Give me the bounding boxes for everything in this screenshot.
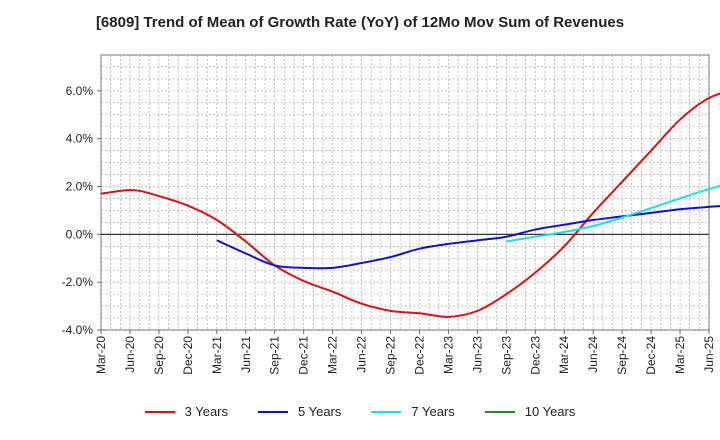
grid-lines: [100, 54, 710, 331]
x-tick-label: Dec-24: [644, 336, 658, 375]
x-tick-label: Dec-20: [181, 336, 195, 375]
x-tick-label: Mar-25: [673, 336, 687, 374]
x-tick-label: Jun-22: [355, 336, 369, 373]
series-lines: [100, 92, 720, 318]
x-tick-label: Dec-23: [528, 336, 542, 375]
x-tick-label: Sep-24: [615, 336, 629, 375]
x-tick-label: Dec-22: [412, 336, 426, 375]
plot-area: [100, 54, 710, 331]
y-tick-label: 6.0%: [66, 84, 94, 98]
legend-label-10-years: 10 Years: [524, 404, 576, 419]
y-tick-label: 4.0%: [66, 132, 94, 146]
legend-item-3-years: 3 Years: [144, 404, 228, 419]
legend-item-7-years: 7 Years: [371, 404, 455, 419]
y-tick-label: -2.0%: [62, 275, 94, 289]
y-tick-label: 2.0%: [66, 180, 94, 194]
x-tick-label: Mar-22: [326, 336, 340, 374]
legend-swatch-5-years: [258, 410, 288, 413]
x-tick-label: Sep-21: [268, 336, 282, 375]
y-axis-ticks: -4.0% -2.0% 0.0% 2.0% 4.0% 6.0%: [62, 84, 101, 337]
chart-title: [6809] Trend of Mean of Growth Rate (YoY…: [95, 14, 625, 31]
series-line-3-years: [100, 92, 720, 318]
legend-label-5-years: 5 Years: [298, 404, 342, 419]
legend-swatch-7-years: [371, 410, 402, 413]
x-tick-label: Dec-21: [297, 336, 311, 375]
x-tick-label: Sep-22: [384, 336, 398, 375]
legend-item-5-years: 5 Years: [258, 404, 341, 419]
x-tick-label: Mar-24: [557, 336, 571, 374]
y-tick-label: -4.0%: [62, 323, 94, 337]
x-axis-ticks: Mar-20 Jun-20 Sep-20 Dec-20 Mar-21 Jun-21 Sep-…: [94, 330, 716, 375]
legend: 3 Years 5 Years 7 Years 10 Years: [0, 404, 720, 419]
x-tick-label: Jun-23: [470, 336, 484, 373]
x-tick-label: Jun-24: [586, 336, 600, 373]
legend-swatch-10-years: [484, 410, 515, 413]
x-tick-label: Mar-20: [94, 336, 108, 374]
series-line-5-years: [216, 205, 720, 270]
series-line-7-years: [506, 184, 720, 243]
x-tick-label: Jun-25: [702, 336, 716, 373]
legend-label-3-years: 3 Years: [184, 404, 228, 419]
x-tick-label: Mar-23: [441, 336, 455, 374]
x-tick-label: Jun-20: [123, 336, 137, 373]
y-tick-label: 0.0%: [66, 227, 94, 241]
x-tick-label: Sep-23: [499, 336, 513, 375]
x-tick-label: Jun-21: [239, 336, 253, 373]
x-tick-label: Sep-20: [152, 336, 166, 375]
legend-swatch-3-years: [144, 410, 175, 413]
legend-label-7-years: 7 Years: [411, 404, 455, 419]
legend-item-10-years: 10 Years: [484, 404, 576, 419]
x-tick-label: Mar-21: [210, 336, 224, 374]
